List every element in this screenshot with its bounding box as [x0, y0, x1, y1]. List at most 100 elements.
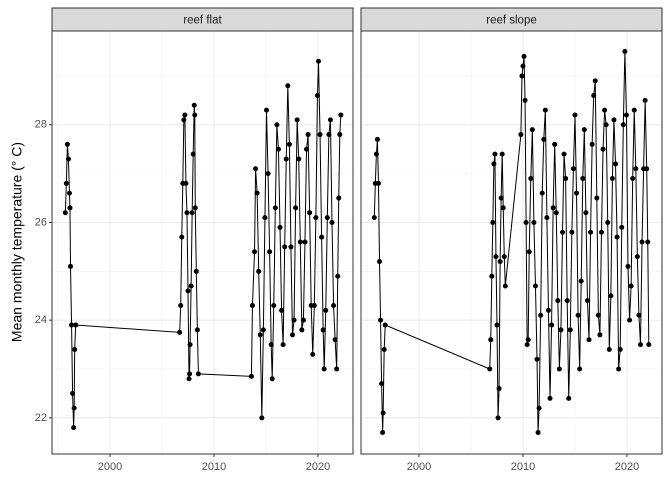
data-point	[73, 322, 79, 328]
data-point	[519, 73, 525, 79]
data-point	[525, 337, 531, 343]
data-point	[589, 141, 595, 147]
data-point	[592, 78, 598, 84]
data-point	[257, 332, 263, 338]
data-point	[177, 329, 183, 335]
data-point	[275, 146, 281, 152]
data-point	[645, 239, 651, 245]
data-point	[597, 332, 603, 338]
data-point	[536, 405, 542, 411]
data-point	[374, 136, 380, 142]
data-point	[324, 215, 330, 221]
data-point	[594, 195, 600, 201]
data-point	[381, 346, 387, 352]
data-point	[259, 415, 265, 421]
data-point	[492, 151, 498, 157]
data-point	[277, 224, 283, 230]
data-point	[184, 210, 190, 216]
data-point	[71, 425, 77, 431]
data-point	[268, 342, 274, 348]
data-point	[497, 259, 503, 265]
data-point	[373, 151, 379, 157]
data-point	[491, 161, 497, 167]
data-point	[616, 366, 622, 372]
data-point	[256, 268, 262, 274]
data-point	[269, 376, 275, 382]
data-point	[282, 244, 288, 250]
data-point	[71, 405, 77, 411]
data-point	[547, 395, 553, 401]
data-point	[608, 293, 614, 299]
data-point	[583, 210, 589, 216]
data-point	[267, 249, 273, 255]
data-point	[338, 112, 344, 118]
data-point	[634, 254, 640, 260]
data-point	[542, 107, 548, 113]
data-point	[68, 263, 74, 269]
data-point	[600, 146, 606, 152]
data-point	[617, 346, 623, 352]
data-point	[329, 219, 335, 225]
data-point	[182, 112, 188, 118]
data-point	[500, 205, 506, 211]
data-point	[378, 317, 384, 323]
data-point	[63, 180, 69, 186]
data-point	[569, 229, 575, 235]
data-point	[336, 195, 342, 201]
data-point	[620, 122, 626, 128]
y-axis-title: Mean monthly temperature (° C)	[9, 142, 25, 342]
data-point	[263, 107, 269, 113]
data-point	[283, 156, 289, 162]
data-point	[531, 219, 537, 225]
data-point	[559, 229, 565, 235]
data-point	[552, 141, 558, 147]
data-point	[627, 317, 633, 323]
panel-border	[360, 30, 663, 455]
x-tick-label: 2020	[615, 461, 639, 473]
data-point	[300, 317, 306, 323]
data-point	[642, 97, 648, 103]
data-point	[260, 327, 266, 333]
data-point	[495, 415, 501, 421]
data-point	[633, 166, 639, 172]
data-point	[185, 288, 191, 294]
data-point	[323, 307, 329, 313]
data-point	[637, 342, 643, 348]
data-point	[334, 366, 340, 372]
y-tick-label: 24	[35, 314, 47, 326]
data-point	[62, 210, 68, 216]
data-point	[189, 210, 195, 216]
data-point	[622, 49, 628, 55]
data-point	[522, 97, 528, 103]
data-point	[564, 298, 570, 304]
data-point	[501, 254, 507, 260]
data-point	[188, 283, 194, 289]
data-point	[252, 249, 258, 255]
data-point	[183, 180, 189, 186]
data-point	[375, 180, 381, 186]
data-point	[285, 83, 291, 89]
data-point	[320, 327, 326, 333]
data-point	[586, 337, 592, 343]
data-point	[606, 346, 612, 352]
data-point	[253, 166, 259, 172]
data-point	[190, 151, 196, 157]
data-point	[488, 337, 494, 343]
y-tick-label: 26	[35, 216, 47, 228]
x-tick-label: 2010	[511, 461, 535, 473]
data-point	[317, 132, 323, 138]
data-point	[528, 176, 534, 182]
data-point	[280, 342, 286, 348]
data-point	[286, 141, 292, 147]
data-point	[379, 381, 385, 387]
data-point	[310, 351, 316, 357]
data-point	[187, 342, 193, 348]
x-tick-label: 2010	[202, 461, 226, 473]
x-tick-label: 2020	[306, 461, 330, 473]
data-point	[613, 161, 619, 167]
data-point	[305, 132, 311, 138]
data-point	[319, 234, 325, 240]
data-point	[636, 312, 642, 318]
x-tick-label: 2000	[98, 461, 122, 473]
